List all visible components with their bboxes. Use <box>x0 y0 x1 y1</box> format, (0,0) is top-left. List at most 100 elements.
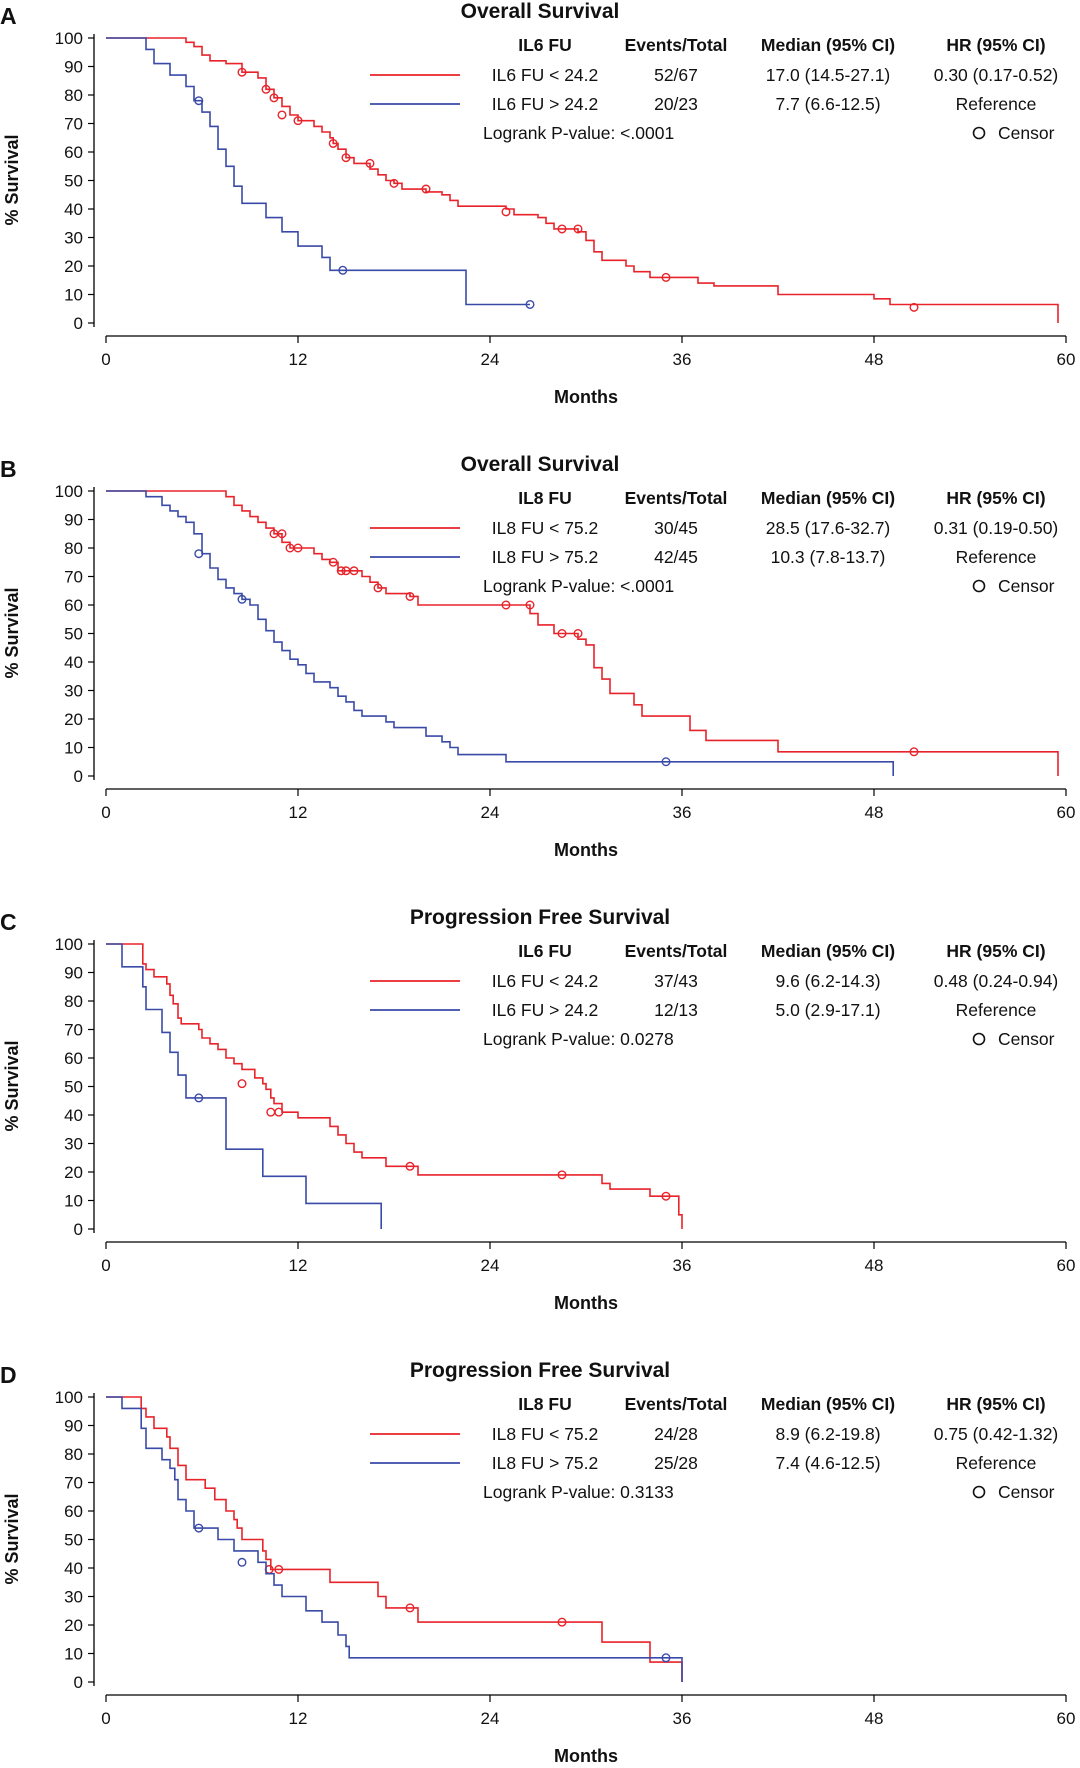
censor-mark-red <box>365 158 375 168</box>
y-tick-label: 100 <box>55 482 83 501</box>
legend-header: HR (95% CI) <box>946 35 1045 55</box>
legend-cell: IL8 FU > 75.2 <box>492 1453 599 1473</box>
y-tick-label: 10 <box>64 1645 83 1664</box>
chart-title: Progression Free Survival <box>410 1359 670 1382</box>
chart-title: Overall Survival <box>461 0 620 23</box>
legend: IL8 FU Events/Total Median (95% CI) HR (95%… <box>370 1394 1058 1502</box>
censor-mark-blue <box>194 549 204 559</box>
y-tick-label: 60 <box>64 596 83 615</box>
legend-cell: 7.7 (6.6-12.5) <box>775 94 880 114</box>
legend-cell: 12/13 <box>654 1000 698 1020</box>
panel-letter: A <box>0 3 17 29</box>
censor-mark-blue <box>237 1557 247 1567</box>
legend-cell: IL6 FU < 24.2 <box>492 65 599 85</box>
y-tick-label: 10 <box>64 1192 83 1211</box>
y-tick-label: 80 <box>64 1445 83 1464</box>
legend-header: Median (95% CI) <box>761 488 895 508</box>
censor-mark-red <box>501 600 511 610</box>
survival-curve-red <box>106 37 1059 323</box>
censor-mark-red <box>405 1161 415 1171</box>
censor-mark-red <box>661 272 671 282</box>
chart-title: Progression Free Survival <box>410 906 670 929</box>
y-tick-label: 0 <box>74 1673 83 1692</box>
y-tick-label: 100 <box>55 1388 83 1407</box>
y-tick-label: 30 <box>64 229 83 248</box>
y-tick-label: 40 <box>64 1106 83 1125</box>
censor-mark-red <box>373 583 383 593</box>
censor-mark-blue <box>194 1093 204 1103</box>
legend-header: IL8 FU <box>518 488 571 508</box>
legend-cell: Reference <box>956 94 1037 114</box>
survival-curve-red <box>106 943 683 1229</box>
y-tick-label: 20 <box>64 1163 83 1182</box>
censor-mark-blue <box>194 96 204 106</box>
censor-legend-label: Censor <box>998 576 1055 596</box>
survival-curve-blue <box>106 490 894 776</box>
y-tick-label: 70 <box>64 1021 83 1040</box>
censor-mark-red <box>525 600 535 610</box>
legend-cell: IL8 FU < 75.2 <box>492 1424 599 1444</box>
logrank-pvalue: Logrank P-value: 0.0278 <box>483 1029 674 1049</box>
legend-cell: 42/45 <box>654 547 698 567</box>
legend: IL8 FU Events/Total Median (95% CI) HR (95%… <box>370 488 1058 596</box>
x-tick-label: 24 <box>481 350 500 369</box>
legend-cell: IL8 FU < 75.2 <box>492 518 599 538</box>
x-tick-label: 12 <box>289 803 308 822</box>
legend: IL6 FU Events/Total Median (95% CI) HR (95%… <box>370 941 1058 1049</box>
legend: IL6 FU Events/Total Median (95% CI) HR (95%… <box>370 35 1058 143</box>
censor-mark-red <box>909 302 919 312</box>
y-axis-label: % Survival <box>2 587 22 678</box>
y-tick-label: 30 <box>64 682 83 701</box>
chart-title: Overall Survival <box>461 453 620 476</box>
y-tick-label: 0 <box>74 314 83 333</box>
legend-cell: 30/45 <box>654 518 698 538</box>
y-tick-label: 60 <box>64 143 83 162</box>
x-tick-label: 36 <box>673 350 692 369</box>
y-tick-label: 20 <box>64 710 83 729</box>
y-tick-label: 30 <box>64 1588 83 1607</box>
legend-cell: 28.5 (17.6-32.7) <box>766 518 891 538</box>
x-tick-label: 60 <box>1057 1256 1076 1275</box>
legend-header: HR (95% CI) <box>946 941 1045 961</box>
legend-cell: 0.30 (0.17-0.52) <box>934 65 1059 85</box>
y-axis-label: % Survival <box>2 1040 22 1131</box>
censor-mark-red <box>277 110 287 120</box>
censor-mark-blue <box>338 265 348 275</box>
censor-mark-blue <box>194 1523 204 1533</box>
censor-mark-red <box>237 67 247 77</box>
x-axis-label: Months <box>554 1293 618 1313</box>
y-tick-label: 70 <box>64 1474 83 1493</box>
censor-mark-red <box>573 628 583 638</box>
censor-mark-red <box>293 543 303 553</box>
y-axis-label: % Survival <box>2 1493 22 1584</box>
legend-cell: 10.3 (7.8-13.7) <box>771 547 886 567</box>
censor-mark-red <box>274 1107 284 1117</box>
x-tick-label: 48 <box>865 350 884 369</box>
x-tick-label: 12 <box>289 1256 308 1275</box>
legend-header: HR (95% CI) <box>946 488 1045 508</box>
legend-cell: 52/67 <box>654 65 698 85</box>
censor-mark-red <box>573 224 583 234</box>
x-tick-label: 60 <box>1057 350 1076 369</box>
censor-mark-red <box>341 153 351 163</box>
y-tick-label: 50 <box>64 1078 83 1097</box>
censor-mark-blue <box>237 594 247 604</box>
censor-legend-label: Censor <box>998 1482 1055 1502</box>
x-tick-label: 0 <box>101 1709 110 1728</box>
legend-cell: 20/23 <box>654 94 698 114</box>
y-axis-label: % Survival <box>2 134 22 225</box>
y-tick-label: 60 <box>64 1502 83 1521</box>
legend-cell: 8.9 (6.2-19.8) <box>775 1424 880 1444</box>
survival-curve-red <box>106 490 1059 776</box>
legend-header: Events/Total <box>625 35 728 55</box>
legend-header: Median (95% CI) <box>761 1394 895 1414</box>
y-tick-label: 10 <box>64 286 83 305</box>
x-tick-label: 12 <box>289 350 308 369</box>
x-tick-label: 24 <box>481 803 500 822</box>
censor-legend-icon <box>972 579 986 593</box>
x-tick-label: 0 <box>101 803 110 822</box>
y-tick-label: 70 <box>64 568 83 587</box>
panel-letter: D <box>0 1362 17 1388</box>
censor-mark-red <box>557 1617 567 1627</box>
x-tick-label: 60 <box>1057 1709 1076 1728</box>
